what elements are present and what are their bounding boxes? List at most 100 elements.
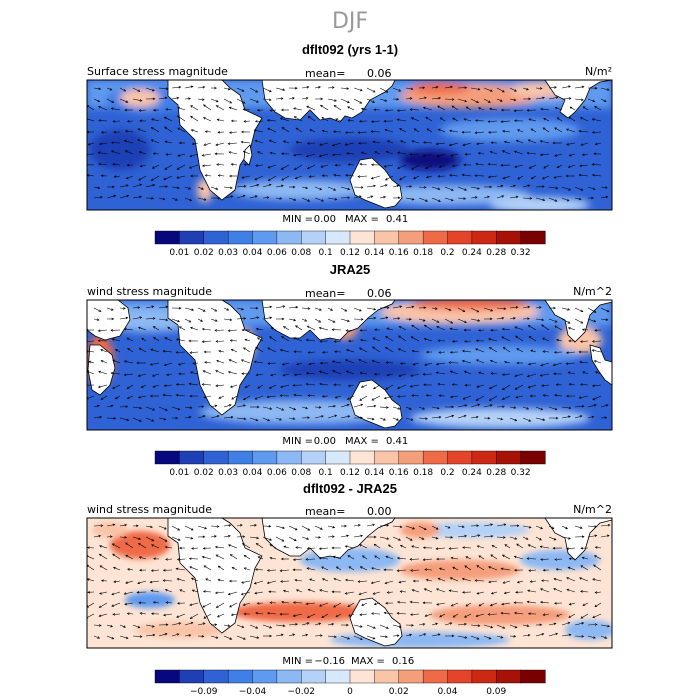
wind-vector-head	[124, 129, 128, 133]
wind-vector	[340, 318, 350, 322]
wind-vector	[392, 406, 400, 410]
wind-vector	[561, 406, 571, 409]
wind-vector-head	[539, 87, 543, 90]
wind-vector	[236, 98, 246, 104]
wind-vector	[470, 196, 478, 199]
wind-vector	[232, 567, 238, 571]
wind-vector-head	[436, 326, 440, 329]
wind-vector	[457, 98, 467, 102]
wind-vector-head	[462, 546, 465, 549]
wind-vector-head	[568, 615, 572, 618]
wind-vector	[202, 340, 212, 343]
wind-vector	[177, 153, 186, 157]
panel-3-mean-value: 0.00	[367, 505, 392, 518]
wind-vector-head	[491, 545, 495, 548]
wind-vector-head	[436, 154, 440, 158]
wind-vector	[204, 361, 212, 364]
wind-vector-head	[190, 105, 193, 108]
wind-vector	[465, 556, 472, 560]
wind-vector-head	[412, 579, 416, 583]
wind-vector-head	[542, 568, 546, 572]
wind-vector	[483, 524, 493, 527]
wind-vector-head	[214, 329, 218, 332]
wind-vector	[413, 362, 420, 365]
wind-vector-head	[541, 633, 545, 636]
wind-vector	[268, 175, 277, 181]
wind-vector	[366, 524, 375, 527]
wind-vector-head	[423, 588, 427, 591]
wind-vector-head	[178, 622, 182, 625]
wind-vector-head	[387, 544, 391, 548]
wind-vector	[514, 164, 524, 168]
wind-vector-head	[126, 120, 130, 123]
wind-vector	[426, 579, 433, 582]
wind-vector	[145, 417, 154, 422]
colorbar-cell	[422, 669, 449, 684]
wind-vector-head	[502, 581, 506, 584]
wind-vector-head	[307, 116, 311, 119]
wind-vector	[158, 417, 166, 420]
wind-vector	[242, 543, 251, 549]
wind-vector	[452, 164, 459, 167]
wind-vector-head	[347, 196, 351, 199]
wind-vector-head	[255, 327, 259, 331]
wind-vector-head	[568, 153, 572, 157]
wind-vector-head	[412, 526, 415, 530]
wind-vector	[158, 318, 168, 321]
wind-vector	[431, 525, 439, 530]
wind-vector	[283, 326, 290, 331]
wind-vector-head	[282, 624, 286, 628]
panel-2-land	[87, 300, 612, 429]
wind-vector-head	[115, 349, 118, 352]
wind-vector	[400, 140, 407, 144]
wind-vector-head	[141, 337, 144, 341]
wind-vector	[177, 578, 186, 582]
wind-vector	[535, 318, 544, 321]
wind-vector-head	[396, 612, 400, 615]
wind-vector	[197, 318, 203, 322]
colorbar-cell	[276, 450, 302, 465]
wind-vector-head	[385, 601, 388, 605]
wind-vector	[410, 601, 420, 604]
wind-vector-head	[308, 175, 312, 178]
wind-vector-head	[152, 326, 156, 329]
wind-vector-head	[513, 555, 517, 559]
wind-vector-head	[541, 384, 545, 387]
wind-vector	[269, 384, 277, 389]
wind-vector-head	[450, 556, 454, 560]
wind-vector	[452, 566, 459, 571]
wind-vector	[476, 359, 485, 364]
wind-vector-head	[344, 131, 348, 134]
wind-vector-head	[463, 163, 467, 167]
wind-vector-head	[475, 398, 479, 401]
wind-vector-head	[203, 198, 207, 201]
wind-vector-head	[463, 197, 467, 200]
wind-vector	[527, 590, 537, 593]
wind-vector-head	[123, 327, 127, 331]
wind-vector-head	[176, 176, 180, 179]
wind-vector-head	[461, 525, 465, 528]
wind-vector	[397, 601, 407, 604]
wind-vector-head	[450, 395, 453, 399]
wind-vector	[139, 109, 147, 111]
wind-vector	[127, 395, 134, 399]
wind-vector-head	[281, 152, 284, 156]
wind-vector-head	[501, 150, 505, 153]
wind-vector	[548, 197, 558, 202]
wind-vector	[204, 395, 212, 398]
wind-vector-head	[256, 405, 260, 409]
wind-vector-head	[227, 329, 231, 332]
wind-vector	[496, 195, 504, 199]
wind-vector-head	[162, 579, 166, 582]
wind-vector-head	[475, 119, 478, 122]
colorbar-tick-label: 0.01	[169, 468, 189, 478]
wind-vector	[528, 325, 537, 331]
wind-vector-head	[463, 118, 467, 121]
wind-vector-head	[215, 370, 218, 373]
wind-vector	[256, 328, 264, 331]
wind-vector	[568, 372, 576, 375]
wind-vector-head	[568, 633, 572, 637]
wind-vector-head	[461, 577, 465, 581]
wind-vector	[254, 395, 264, 400]
wind-vector-head	[437, 105, 440, 109]
